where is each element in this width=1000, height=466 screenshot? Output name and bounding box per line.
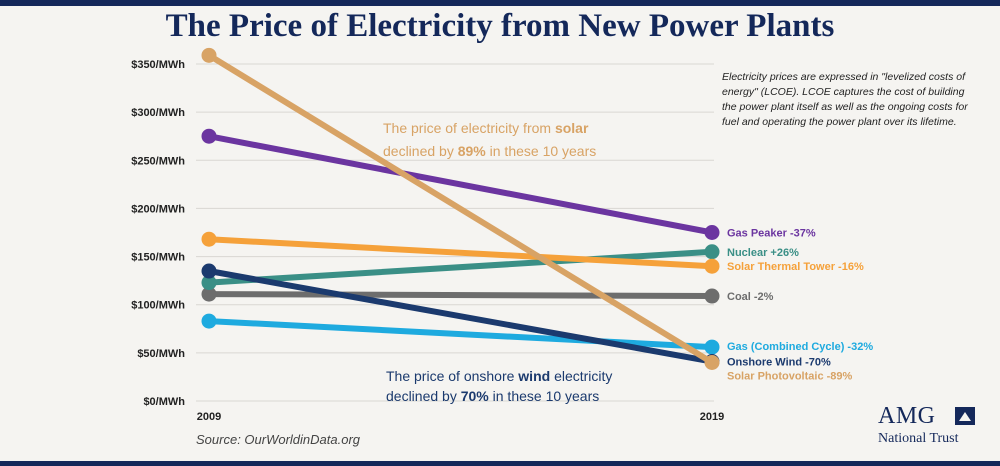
y-tick-label: $150/MWh: [131, 252, 185, 264]
data-point-gas-peaker-2019: [704, 225, 720, 240]
y-tick-label: $350/MWh: [131, 59, 185, 71]
solar-annotation-line2: declined by 89% in these 10 years: [383, 143, 596, 159]
data-point-gas-cc-2009: [201, 313, 217, 329]
data-point-gas-peaker-2009: [201, 128, 217, 144]
y-axis: $0/MWh $50/MWh $100/MWh $150/MWh $200/MWh $25…: [131, 59, 714, 408]
source-text: Source: OurWorldinData.org: [196, 432, 361, 447]
data-point-onshore-wind-2009: [201, 263, 217, 279]
data-point-solar-pv-2019: [704, 354, 720, 370]
logo-subtitle: National Trust: [878, 431, 959, 446]
data-point-gas-cc-2019: [704, 339, 720, 355]
data-point-nuclear-2019: [704, 244, 720, 260]
bottom-border: [0, 461, 1000, 466]
x-tick-label: 2009: [197, 411, 221, 423]
series-label-solar-thermal: Solar Thermal Tower -16%: [727, 261, 864, 273]
data-point-nuclear-2009: [201, 275, 217, 291]
series-lines: [201, 47, 720, 370]
y-tick-label: $50/MWh: [137, 348, 185, 360]
solar-annotation-line1: The price of electricity from solar: [383, 120, 589, 136]
lcoe-note: Electricity prices are expressed in "lev…: [722, 71, 968, 128]
wind-annotation-line1: The price of onshore wind electricity: [386, 368, 612, 384]
top-border: [0, 0, 1000, 6]
data-point-coal-2009: [201, 286, 217, 302]
amg-logo: AMG National Trust: [874, 403, 984, 453]
series-line-solar-thermal: [206, 236, 715, 270]
series-line-coal: [206, 291, 715, 300]
series-label-gas-cc: Gas (Combined Cycle) -32%: [727, 341, 873, 353]
y-tick-label: $250/MWh: [131, 155, 185, 167]
y-tick-label: $300/MWh: [131, 107, 185, 119]
data-point-coal-2019: [704, 288, 720, 304]
y-tick-label: $100/MWh: [131, 300, 185, 312]
series-line-nuclear: [206, 248, 715, 286]
series-line-onshore-wind: [206, 268, 715, 365]
series-label-onshore-wind: Onshore Wind -70%: [727, 357, 831, 369]
data-point-solar-thermal-2019: [704, 258, 720, 274]
chart-title: The Price of Electricity from New Power …: [165, 8, 835, 44]
series-label-gas-peaker: Gas Peaker -37%: [727, 228, 816, 240]
logo-mark-icon: [955, 407, 975, 425]
series-label-nuclear: Nuclear +26%: [727, 247, 799, 259]
x-axis: 2009 2019: [197, 411, 724, 423]
x-tick-label: 2019: [700, 411, 724, 423]
series-line-solar-pv: [206, 52, 715, 366]
series-label-coal: Coal -2%: [727, 291, 774, 303]
data-point-solar-thermal-2009: [201, 231, 217, 247]
series-label-solar-pv: Solar Photovoltaic -89%: [727, 370, 853, 382]
series-line-gas-cc: [206, 318, 715, 351]
logo-name: AMG: [878, 403, 936, 429]
y-tick-label: $200/MWh: [131, 203, 185, 215]
data-point-solar-pv-2009: [201, 47, 217, 63]
series-labels: Coal -2% Nuclear +26% Solar Thermal Tower …: [727, 228, 873, 383]
wind-annotation-line2: declined by 70% in these 10 years: [386, 388, 599, 404]
series-line-gas-peaker: [206, 133, 715, 236]
y-tick-label: $0/MWh: [143, 396, 185, 408]
